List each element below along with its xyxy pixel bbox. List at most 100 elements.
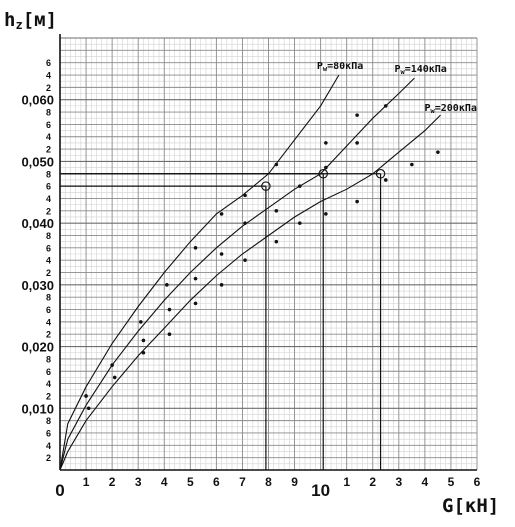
y-tick-label-minor: 4 — [46, 132, 51, 142]
marker-circle — [318, 169, 328, 179]
data-point — [274, 239, 279, 244]
guide-lines — [60, 173, 382, 470]
x-tick-label: 6 — [213, 475, 220, 489]
data-point — [243, 258, 247, 262]
y-tick-label-minor: 2 — [46, 145, 51, 155]
marker-circle — [261, 181, 271, 191]
data-point — [274, 162, 279, 167]
y-tick-label-minor: 4 — [46, 256, 51, 266]
y-tick-label-major: 0,060 — [21, 93, 54, 108]
y-tick-label-major: 0,040 — [21, 216, 54, 231]
y-tick-label-minor: 2 — [46, 268, 51, 278]
data-point — [219, 212, 224, 216]
data-point — [219, 252, 224, 256]
y-tick-label-minor: 4 — [46, 441, 51, 451]
x-tick-label: 4 — [422, 475, 429, 489]
series-line — [59, 74, 340, 471]
y-tick-label-minor: 6 — [46, 58, 51, 68]
data-point — [410, 162, 414, 167]
series-label: Pw=200кПа — [425, 103, 477, 115]
data-point — [167, 332, 172, 337]
data-point — [193, 301, 198, 306]
x-tick-label: 1 — [83, 475, 90, 489]
x-tick-label: 7 — [239, 475, 246, 489]
series-label: Pw=80кПа — [317, 61, 363, 73]
y-tick-label-minor: 6 — [46, 120, 51, 130]
data-point — [138, 320, 143, 324]
data-point — [436, 150, 440, 154]
data-point — [297, 184, 302, 188]
data-point — [141, 338, 146, 343]
data-point — [355, 113, 359, 117]
data-point — [383, 104, 388, 108]
data-point — [141, 350, 146, 355]
data-point — [297, 221, 302, 225]
y-tick-label-minor: 2 — [46, 391, 51, 401]
data-point — [355, 141, 359, 145]
y-axis-label: hz[м] — [4, 9, 57, 32]
markers — [261, 169, 386, 191]
data-point — [324, 212, 328, 216]
data-point — [274, 209, 279, 213]
x-tick-label: 5 — [448, 475, 455, 489]
y-tick-label-minor: 4 — [46, 317, 51, 327]
x-tick-label: 8 — [265, 475, 272, 489]
y-tick-label-minor: 2 — [46, 453, 51, 463]
y-tick-label-minor: 4 — [46, 71, 51, 81]
grid-major — [59, 37, 478, 471]
data-point — [167, 307, 172, 312]
y-tick-label-minor: 6 — [46, 367, 51, 377]
series-line — [59, 77, 415, 471]
data-point — [193, 276, 198, 281]
y-tick-label-minor: 8 — [46, 354, 51, 364]
x-tick-label: 9 — [291, 475, 298, 489]
data-point — [165, 283, 169, 287]
x-tick-label: 1 — [343, 475, 350, 489]
y-tick-label-major: 0,020 — [21, 340, 54, 355]
data-point — [324, 165, 328, 170]
data-point — [219, 283, 224, 287]
y-tick-label-minor: 8 — [46, 293, 51, 303]
data-point — [193, 246, 198, 250]
y-tick-label-minor: 6 — [46, 305, 51, 315]
y-tick-label-minor: 4 — [46, 194, 51, 204]
x-tick-label: 4 — [161, 475, 168, 489]
x-axis-label: G[кН] — [442, 495, 499, 517]
y-tick-label-minor: 2 — [46, 206, 51, 216]
data-point — [355, 199, 359, 204]
series-label: Pw=140кПа — [394, 64, 446, 76]
y-tick-label-major: 0,010 — [21, 401, 54, 416]
axes — [59, 34, 477, 471]
x-tick-label: 2 — [109, 475, 116, 489]
y-tick-label-minor: 2 — [46, 330, 51, 340]
data-point — [324, 141, 328, 145]
data-point — [112, 375, 117, 380]
data-point — [243, 193, 247, 198]
tick-labels: 0,0100,0200,0300,0400,0500,0602468246824… — [21, 58, 480, 500]
y-tick-label-major: 0,030 — [21, 278, 54, 293]
y-tick-label-major: 0,050 — [21, 154, 54, 169]
x-tick-label: 5 — [187, 475, 194, 489]
x-tick-label: 2 — [369, 475, 376, 489]
data-point — [383, 178, 388, 182]
x-tick-label: 10 — [311, 481, 330, 500]
data-point — [86, 406, 91, 411]
data-point — [84, 394, 88, 398]
y-tick-label-minor: 8 — [46, 416, 51, 426]
x-tick-label: 3 — [135, 475, 142, 489]
marker-circle — [375, 169, 386, 179]
y-tick-label-minor: 2 — [46, 83, 51, 93]
data-point — [243, 221, 247, 225]
series-line — [59, 114, 441, 471]
series-group: Pw=80кПа Pw=140кПа Pw=200кПа — [59, 61, 477, 471]
x-tick-label: 6 — [474, 475, 481, 489]
y-tick-label-minor: 4 — [46, 379, 51, 389]
y-tick-label-minor: 8 — [46, 108, 51, 118]
y-tick-label-minor: 8 — [46, 231, 51, 241]
x-tick-label: 3 — [395, 475, 402, 489]
x-tick-label: 0 — [55, 481, 64, 500]
y-tick-label-minor: 6 — [46, 182, 51, 192]
y-tick-label-minor: 6 — [46, 428, 51, 438]
